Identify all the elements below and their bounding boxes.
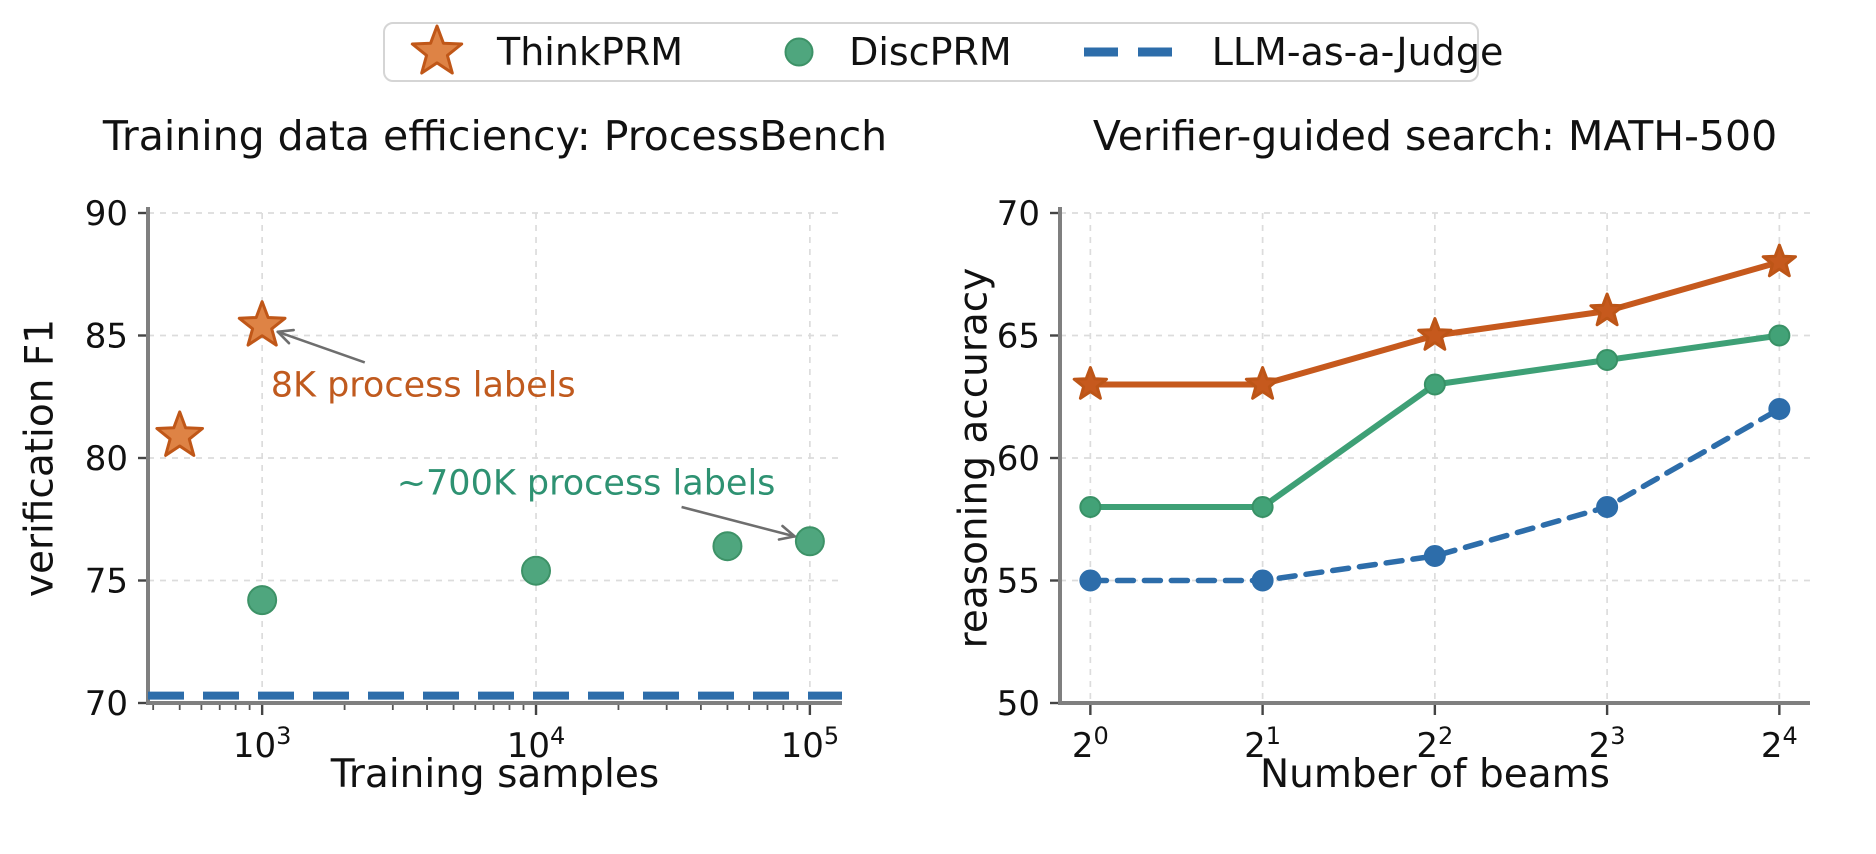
- annotation-text: 8K process labels: [271, 366, 576, 406]
- DiscPRM-marker: [521, 555, 552, 586]
- left-chart-title: Training data efficiency: ProcessBench: [102, 112, 888, 160]
- x-tick-label: 105: [781, 722, 840, 766]
- discprm-circle-icon: [784, 37, 814, 67]
- legend-marker-shape: [784, 37, 814, 67]
- x-tick-label: 20: [1072, 722, 1109, 766]
- x-tick-label: 24: [1761, 722, 1798, 766]
- LLM-as-a-Judge-line: [1087, 406, 1783, 584]
- llm-judge-dashed-line-icon: [1083, 47, 1180, 57]
- y-tick-label: 65: [997, 317, 1040, 357]
- legend-label-llm-judge: LLM-as-a-Judge: [1211, 30, 1504, 74]
- ThinkPRM-marker: [1417, 317, 1453, 351]
- LLM-as-a-Judge-marker: [1423, 545, 1446, 567]
- ThinkPRM-marker: [237, 300, 287, 347]
- LLM-as-a-Judge-marker: [1079, 569, 1102, 592]
- ThinkPRM-marker: [1761, 243, 1797, 278]
- LLM-as-a-Judge-marker: [1251, 569, 1274, 592]
- right-chart-title: Verifier-guided search: MATH-500: [1092, 112, 1778, 160]
- annotation-arrowhead: [777, 535, 796, 541]
- LLM-as-a-Judge-marker: [1768, 398, 1791, 420]
- y-tick-label: 70: [997, 194, 1040, 234]
- ThinkPRM-marker: [1589, 292, 1625, 327]
- DiscPRM-marker: [794, 526, 825, 557]
- DiscPRM-marker: [1423, 373, 1446, 396]
- DiscPRM-marker: [1596, 349, 1619, 371]
- x-tick-label: 103: [233, 722, 292, 766]
- y-tick-label: 75: [85, 562, 128, 602]
- y-tick-label: 70: [85, 684, 128, 724]
- y-tick-label: 55: [997, 562, 1040, 602]
- LLM-as-a-Judge-marker: [1596, 496, 1619, 518]
- y-tick-label: 85: [85, 317, 128, 357]
- annotation-arrowhead: [781, 524, 796, 538]
- ThinkPRM-marker: [1244, 366, 1281, 400]
- annotation-text: ~700K process labels: [397, 464, 776, 504]
- DiscPRM-marker: [712, 531, 743, 562]
- legend-marker-shape: [410, 24, 464, 75]
- y-tick-label: 80: [85, 439, 128, 479]
- y-tick-label: 90: [85, 194, 128, 234]
- y-tick-label: 60: [997, 439, 1040, 479]
- x-tick-label: 104: [507, 722, 566, 766]
- thinkprm-star-icon: [410, 24, 464, 75]
- ThinkPRM-marker: [155, 410, 204, 457]
- DiscPRM-marker: [1079, 496, 1102, 518]
- x-tick-label: 21: [1244, 722, 1281, 766]
- ThinkPRM-marker: [1072, 366, 1108, 400]
- legend-label-thinkprm: ThinkPRM: [497, 30, 684, 74]
- annotation-arrow: [681, 505, 796, 538]
- x-tick-label: 22: [1416, 722, 1453, 766]
- x-tick-label: 23: [1589, 722, 1626, 766]
- annotation-arrowhead: [276, 328, 295, 334]
- DiscPRM-marker: [1251, 496, 1274, 518]
- DiscPRM-marker: [1768, 324, 1791, 347]
- legend-item-thinkprm: ThinkPRM: [409, 24, 683, 80]
- left-x-axis-label: Training samples: [330, 752, 660, 797]
- y-tick-label: 50: [997, 684, 1040, 724]
- legend: ThinkPRM DiscPRM LLM-as-a-Judge: [383, 22, 1503, 82]
- annotation-arrow: [277, 330, 366, 364]
- legend-item-discprm: DiscPRM: [781, 30, 1012, 74]
- right-x-axis-label: Number of beams: [1259, 752, 1610, 797]
- annotation-arrowhead: [276, 330, 291, 345]
- legend-label-discprm: DiscPRM: [849, 30, 1012, 74]
- legend-item-llm-judge: LLM-as-a-Judge: [1083, 30, 1504, 74]
- DiscPRM-marker: [247, 585, 278, 616]
